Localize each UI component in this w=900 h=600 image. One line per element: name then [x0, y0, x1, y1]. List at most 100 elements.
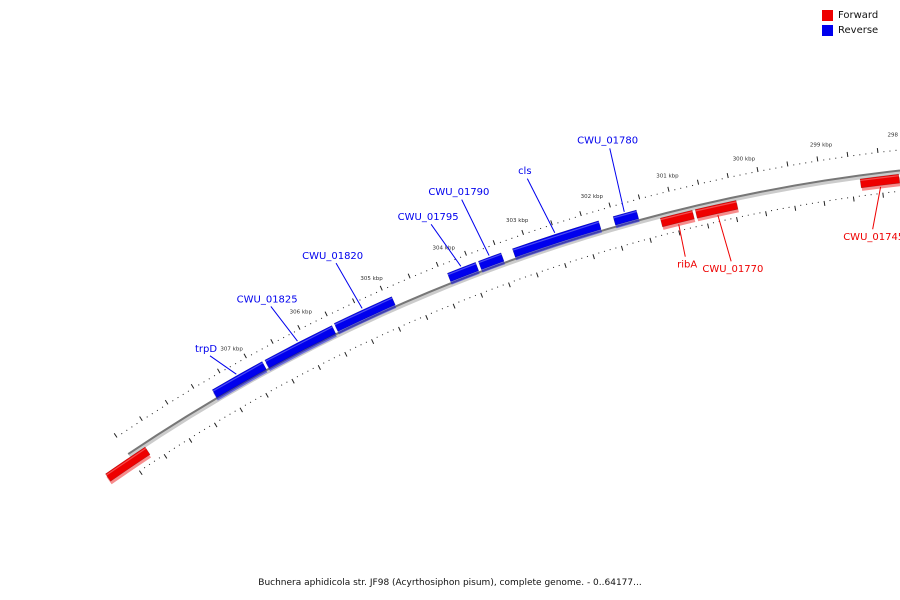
inner-tick — [882, 192, 884, 198]
gene-feature — [477, 252, 505, 270]
inner-tick — [234, 410, 236, 412]
tick-label: 307 kbp — [220, 346, 243, 352]
label-leader — [430, 223, 462, 267]
legend-forward-label: Forward — [838, 10, 879, 21]
outer-tick — [637, 194, 641, 200]
unlabeled-feature — [105, 446, 151, 482]
gene-feature-highlight — [860, 175, 899, 182]
inner-tick — [794, 205, 797, 211]
label-leader — [678, 224, 686, 257]
gene-feature — [211, 361, 267, 398]
tick-label: 301 kbp — [656, 174, 679, 180]
inner-tick — [168, 450, 171, 453]
legend-reverse-label: Reverse — [838, 25, 879, 36]
outer-tick — [131, 426, 133, 428]
outer-tick — [521, 229, 524, 235]
outer-tick — [113, 433, 118, 438]
outer-tick — [146, 416, 148, 418]
unlabeled-feature-highlight — [105, 447, 147, 476]
inner-tick — [138, 470, 143, 476]
outer-tick — [190, 383, 195, 389]
outer-tick — [139, 416, 143, 421]
inner-tick — [425, 314, 429, 320]
inner-tick — [852, 196, 855, 202]
inner-tick — [564, 263, 567, 269]
gene-feature-highlight — [447, 263, 477, 276]
legend-reverse: Reverse — [822, 23, 892, 38]
inner-tick — [398, 326, 402, 332]
tick-label: 303 kbp — [506, 218, 529, 224]
gene-labels: trpD CWU_01825 CWU_01820 CWU_01795 CWU_01790… — [195, 136, 900, 355]
inner-tick — [371, 339, 375, 345]
inner-tick — [214, 422, 218, 428]
gene-feature-highlight — [265, 326, 333, 362]
inner-tick — [592, 254, 595, 260]
inner-tick — [229, 413, 231, 415]
gene-feature — [659, 209, 695, 228]
inner-tick — [239, 407, 243, 413]
outer-tick — [667, 186, 670, 192]
outer-tick — [217, 368, 221, 374]
outer-tick — [726, 173, 729, 179]
outer-tick — [550, 220, 553, 226]
backbone — [127, 169, 900, 455]
outer-tick — [579, 211, 582, 217]
outer-tick — [816, 156, 819, 162]
label-leader — [526, 178, 556, 233]
gene-label: CWU_01820 — [302, 251, 363, 262]
inner-tick — [480, 292, 484, 298]
outer-tick — [608, 202, 611, 208]
inner-tick — [203, 428, 206, 431]
inner-tick — [344, 351, 348, 357]
gene-feature — [447, 261, 480, 282]
outer-tick — [407, 273, 411, 279]
gene-feature — [612, 209, 639, 226]
gene-feature — [333, 296, 396, 332]
label-leader — [335, 262, 363, 309]
gene-feature — [694, 200, 739, 219]
inner-ticks — [138, 191, 896, 476]
outer-tick — [198, 384, 200, 386]
tick-label: 300 kbp — [733, 156, 756, 162]
outer-tick — [177, 396, 179, 399]
outer-ticks — [113, 147, 897, 438]
genome-caption: Buchnera aphidicola str. JF98 (Acyrthosi… — [258, 578, 642, 588]
label-leader — [209, 355, 237, 375]
forward-swatch — [822, 10, 833, 21]
outer-tick — [352, 298, 356, 304]
label-leaders — [209, 148, 882, 375]
inner-tick — [188, 438, 193, 443]
outer-tick — [161, 406, 164, 408]
inner-tick — [224, 416, 226, 418]
gene-label: CWU_01745 — [843, 232, 900, 243]
inner-tick — [765, 211, 768, 217]
outer-tick — [208, 378, 210, 380]
gene-label: CWU_01770 — [702, 264, 763, 275]
outer-tick — [151, 413, 153, 415]
tick-label: 304 kbp — [433, 245, 456, 251]
inner-tick — [536, 272, 539, 278]
tick-label: 306 kbp — [290, 310, 313, 316]
inner-tick — [508, 282, 511, 288]
outer-tick — [126, 429, 128, 431]
inner-tick — [620, 245, 624, 251]
outer-tick — [213, 375, 216, 377]
label-leader — [461, 199, 490, 256]
outer-tick — [187, 390, 190, 392]
outer-tick — [203, 381, 205, 383]
outer-tick — [696, 179, 700, 185]
tick-label: 302 kbp — [581, 194, 604, 200]
inner-tick — [173, 447, 176, 449]
gene-label: CWU_01795 — [398, 212, 459, 223]
inner-tick — [183, 441, 186, 443]
outer-tick — [876, 147, 879, 154]
outer-tick — [464, 250, 467, 256]
inner-tick — [823, 200, 826, 206]
inner-tick — [265, 392, 269, 398]
tick-label: 298 kbp — [888, 132, 900, 138]
tick-labels: 292 kbp293 kbp294 kbp295 kbp296 kbp297 k… — [220, 132, 900, 352]
gene-feature — [512, 220, 602, 258]
inner-tick — [198, 431, 201, 434]
gene-feature-highlight — [478, 253, 502, 264]
reverse-swatch — [822, 25, 833, 36]
